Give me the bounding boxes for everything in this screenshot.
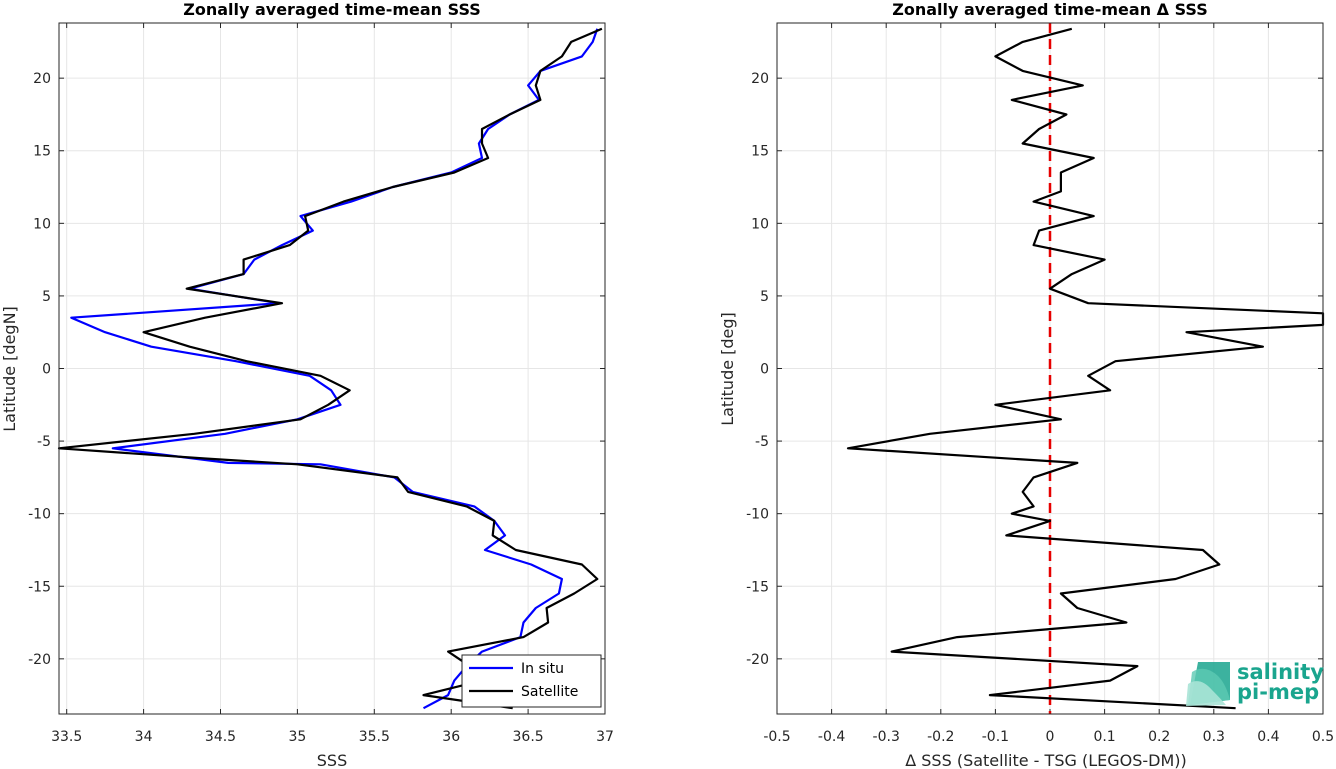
left-x-tick-label: 34.5: [205, 729, 236, 745]
right-x-tick-label: 0.2: [1148, 729, 1170, 745]
right-x-ticks: -0.5 -0.4 -0.3 -0.2 -0.1 0 0.1 0.2 0.3 0.4 0.5: [763, 23, 1334, 745]
left-x-tick-label: 34: [135, 729, 153, 745]
right-y-tick-label: -20: [746, 652, 769, 668]
left-x-tick-label: 33.5: [51, 729, 82, 745]
left-y-tick-label: 15: [33, 144, 51, 160]
left-y-tick-label: 5: [42, 289, 51, 305]
right-y-tick-label: 0: [760, 362, 769, 378]
left-x-tick-label: 35.5: [359, 729, 390, 745]
right-y-tick-label: 15: [751, 144, 769, 160]
right-x-tick-label: 0.5: [1312, 729, 1334, 745]
wave-logo-icon: [1186, 662, 1230, 706]
left-y-ticks: -20 -15 -10 -5 0 5 10 15 20: [28, 71, 605, 668]
right-x-tick-label: 0: [1046, 729, 1055, 745]
right-x-tick-label: -0.1: [982, 729, 1009, 745]
right-x-tick-label: -0.5: [763, 729, 790, 745]
right-x-tick-label: 0.4: [1257, 729, 1279, 745]
left-x-tick-label: 37: [596, 729, 614, 745]
legend-label-in-situ: In situ: [521, 661, 564, 677]
right-panel: Zonally averaged time-mean Δ SSS -0.5 -0.…: [718, 0, 1334, 769]
right-x-tick-label: -0.4: [818, 729, 845, 745]
left-y-axis-label: Latitude [degN]: [0, 306, 19, 432]
left-y-tick-label: -20: [28, 652, 51, 668]
legend-label-satellite: Satellite: [521, 684, 578, 700]
right-y-tick-label: -10: [746, 507, 769, 523]
left-grid: [59, 23, 605, 714]
left-x-tick-label: 36.5: [513, 729, 544, 745]
right-x-tick-label: 0.3: [1203, 729, 1225, 745]
right-x-tick-label: 0.1: [1093, 729, 1115, 745]
right-y-tick-label: -15: [746, 579, 769, 595]
right-x-axis-label: Δ SSS (Satellite - TSG (LEGOS-DM)): [905, 751, 1187, 769]
figure: Zonally averaged time-mean SSS 33.5 34 34.…: [0, 0, 1336, 769]
right-y-tick-label: 5: [760, 289, 769, 305]
left-x-axis-label: SSS: [317, 751, 347, 769]
left-y-tick-label: 0: [42, 362, 51, 378]
right-y-axis-label: Latitude [deg]: [718, 312, 737, 426]
right-x-tick-label: -0.3: [873, 729, 900, 745]
right-y-ticks: -20 -15 -10 -5 0 5 10 15 20: [746, 71, 1323, 668]
logo-text-pi-mep: pi-mep: [1237, 680, 1319, 704]
right-y-tick-label: -5: [755, 434, 769, 450]
left-panel: Zonally averaged time-mean SSS 33.5 34 34.…: [0, 0, 614, 769]
salinity-pi-mep-logo: salinity pi-mep: [1186, 660, 1324, 706]
legend: In situ Satellite: [462, 655, 601, 707]
left-y-tick-label: 20: [33, 71, 51, 87]
right-y-tick-label: 20: [751, 71, 769, 87]
right-y-tick-label: 10: [751, 216, 769, 232]
left-y-tick-label: -15: [28, 579, 51, 595]
left-y-tick-label: 10: [33, 216, 51, 232]
right-chart-title: Zonally averaged time-mean Δ SSS: [892, 0, 1208, 19]
left-y-tick-label: -5: [37, 434, 51, 450]
left-chart-title: Zonally averaged time-mean SSS: [183, 0, 481, 19]
left-x-tick-label: 35: [288, 729, 306, 745]
right-x-tick-label: -0.2: [927, 729, 954, 745]
left-x-tick-label: 36: [442, 729, 460, 745]
left-y-tick-label: -10: [28, 507, 51, 523]
left-x-ticks: 33.5 34 34.5 35 35.5 36 36.5 37: [51, 23, 614, 745]
